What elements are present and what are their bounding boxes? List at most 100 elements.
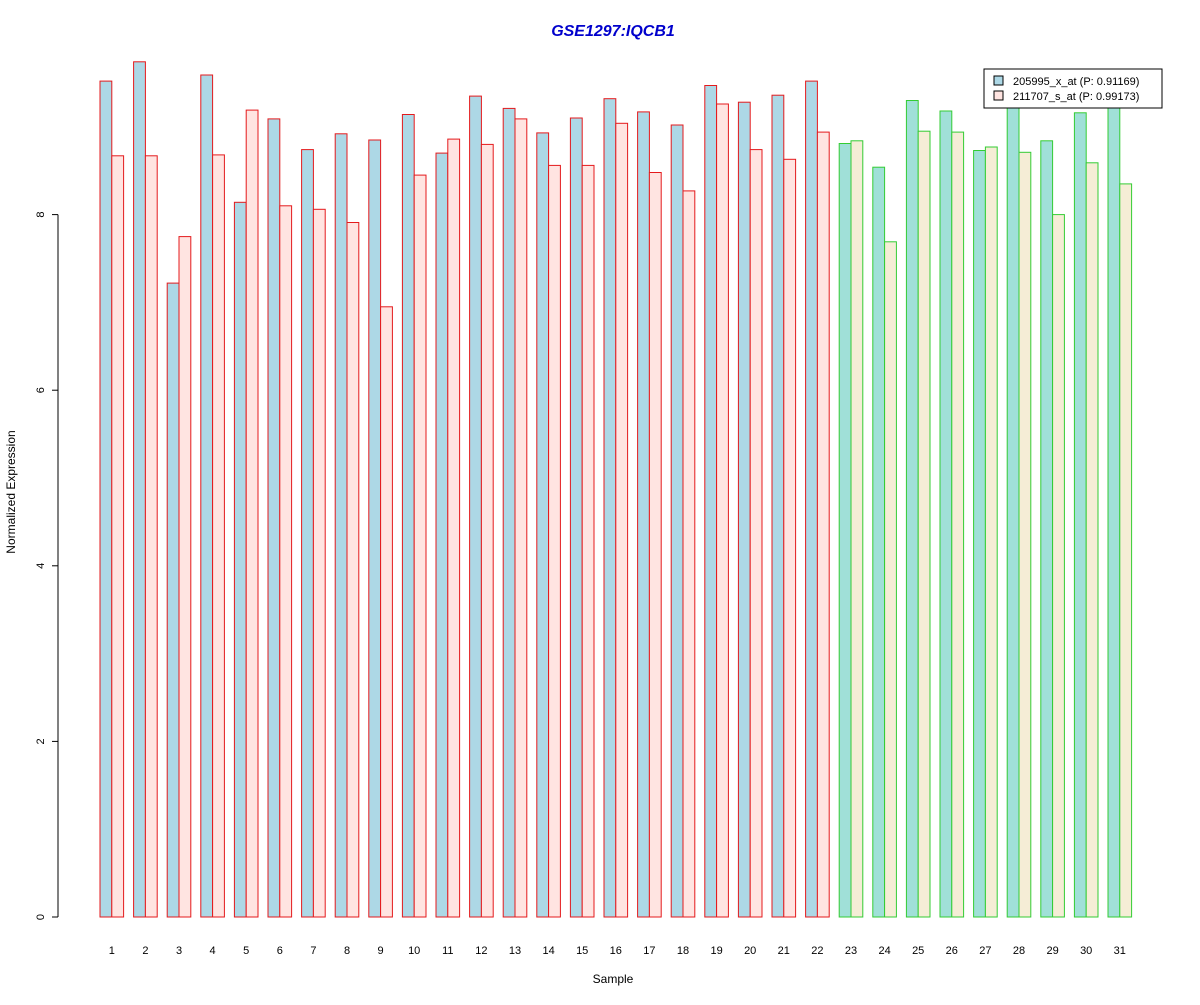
legend-label-series-2: 211707_s_at (P: 0.99173) — [1013, 91, 1139, 103]
bar-sample-15-series-1 — [569, 117, 583, 918]
bar-sample-25-series-1 — [905, 100, 919, 918]
y-tick-label: 2 — [35, 738, 47, 744]
bar-sample-8-series-2 — [346, 222, 360, 918]
legend: 205995_x_at (P: 0.91169) 211707_s_at (P:… — [983, 68, 1163, 109]
bar-sample-27-series-2 — [984, 146, 998, 918]
bar-sample-13-series-1 — [502, 107, 516, 918]
bar-sample-24-series-1 — [872, 166, 886, 918]
bar-sample-20-series-1 — [737, 101, 751, 918]
bar-sample-9-series-1 — [368, 139, 382, 918]
x-tick-label-6: 6 — [277, 945, 283, 957]
bar-sample-22-series-2 — [816, 131, 830, 918]
x-tick-label-7: 7 — [310, 945, 316, 957]
chart-title: GSE1297:IQCB1 — [551, 23, 675, 40]
x-tick-label-19: 19 — [710, 945, 722, 957]
x-axis-label: Sample — [593, 972, 634, 986]
bar-sample-23-series-1 — [838, 143, 852, 918]
x-tick-label-17: 17 — [643, 945, 655, 957]
bar-sample-27-series-1 — [973, 150, 986, 918]
bar-sample-2-series-1 — [133, 61, 146, 918]
x-tick-label-21: 21 — [778, 945, 790, 957]
bar-sample-31-series-2 — [1119, 183, 1133, 918]
bar-sample-2-series-2 — [144, 155, 158, 918]
bar-sample-25-series-2 — [917, 130, 931, 918]
x-tick-label-31: 31 — [1114, 945, 1126, 957]
bar-sample-5-series-2 — [245, 109, 259, 918]
x-tick-label-5: 5 — [243, 945, 249, 957]
bar-sample-8-series-1 — [334, 133, 348, 918]
bar-sample-18-series-1 — [670, 124, 684, 918]
bar-sample-1-series-1 — [99, 80, 113, 918]
bar-sample-1-series-2 — [111, 155, 125, 918]
y-tick-label: 8 — [35, 212, 47, 218]
bar-sample-19-series-2 — [716, 103, 729, 918]
y-tick-label: 4 — [35, 563, 47, 569]
x-tick-label-13: 13 — [509, 945, 521, 957]
bar-sample-28-series-1 — [1006, 107, 1020, 918]
bar-sample-13-series-2 — [514, 118, 528, 918]
x-tick-label-20: 20 — [744, 945, 756, 957]
x-tick-label-4: 4 — [210, 945, 216, 957]
x-tick-label-24: 24 — [878, 945, 890, 957]
x-tick-label-10: 10 — [408, 945, 420, 957]
y-axis-label: Normalized Expression — [4, 430, 18, 553]
bar-sample-12-series-1 — [469, 95, 482, 918]
x-tick-label-2: 2 — [142, 945, 148, 957]
bar-sample-9-series-2 — [380, 306, 393, 918]
x-tick-label-1: 1 — [109, 945, 115, 957]
x-tick-label-29: 29 — [1046, 945, 1058, 957]
bar-sample-30-series-1 — [1073, 112, 1087, 918]
x-tick-label-11: 11 — [442, 945, 453, 957]
bar-sample-4-series-2 — [212, 154, 225, 918]
bar-sample-28-series-2 — [1018, 151, 1032, 918]
bar-sample-18-series-2 — [682, 190, 696, 918]
bar-sample-6-series-2 — [279, 205, 293, 918]
bar-sample-22-series-1 — [805, 80, 818, 918]
x-tick-label-9: 9 — [378, 945, 384, 957]
x-tick-label-27: 27 — [979, 945, 991, 957]
bar-sample-14-series-2 — [548, 164, 561, 918]
bar-sample-14-series-1 — [536, 132, 550, 918]
bars-group — [99, 61, 1133, 918]
x-tick-label-8: 8 — [344, 945, 350, 957]
bar-sample-10-series-2 — [413, 174, 427, 918]
bar-sample-26-series-2 — [951, 131, 965, 918]
y-axis: 0 2 4 6 8 — [35, 212, 59, 920]
y-tick-label: 0 — [35, 914, 47, 920]
x-tick-label-16: 16 — [610, 945, 622, 957]
bar-sample-16-series-2 — [615, 122, 629, 918]
bar-sample-5-series-1 — [233, 201, 247, 918]
bar-sample-11-series-2 — [447, 138, 461, 918]
x-tick-label-28: 28 — [1013, 945, 1025, 957]
legend-swatch-series-2 — [993, 90, 1004, 101]
bar-sample-4-series-1 — [200, 74, 214, 918]
legend-box — [983, 68, 1163, 109]
bar-sample-30-series-2 — [1085, 162, 1099, 918]
bar-sample-29-series-2 — [1052, 214, 1065, 918]
bar-sample-3-series-1 — [166, 282, 180, 918]
bar-sample-6-series-1 — [267, 118, 281, 918]
bar-sample-7-series-2 — [312, 208, 326, 918]
bar-sample-17-series-1 — [637, 111, 650, 918]
x-tick-label-26: 26 — [946, 945, 958, 957]
x-tick-label-25: 25 — [912, 945, 924, 957]
legend-label-series-1: 205995_x_at (P: 0.91169) — [1013, 76, 1139, 88]
bar-sample-15-series-2 — [581, 164, 595, 918]
bar-sample-24-series-2 — [884, 241, 897, 918]
bar-sample-17-series-2 — [648, 172, 662, 918]
x-tick-labels: 1 2 3 4 5 6 7 8 9 10 11 12 13 14 15 16 17 18 19 20 21 22 23 24 2… — [109, 945, 1126, 957]
bar-sample-21-series-2 — [783, 158, 797, 918]
bar-sample-20-series-2 — [749, 149, 763, 918]
bar-sample-19-series-1 — [704, 85, 718, 918]
x-tick-label-14: 14 — [542, 945, 554, 957]
legend-swatch-series-1 — [993, 75, 1004, 86]
bar-sample-11-series-1 — [435, 152, 449, 918]
bar-sample-23-series-2 — [850, 140, 864, 918]
x-tick-label-22: 22 — [811, 945, 823, 957]
x-tick-label-3: 3 — [176, 945, 182, 957]
bar-sample-10-series-1 — [401, 114, 415, 918]
x-tick-label-23: 23 — [845, 945, 857, 957]
bar-sample-26-series-1 — [939, 110, 953, 918]
